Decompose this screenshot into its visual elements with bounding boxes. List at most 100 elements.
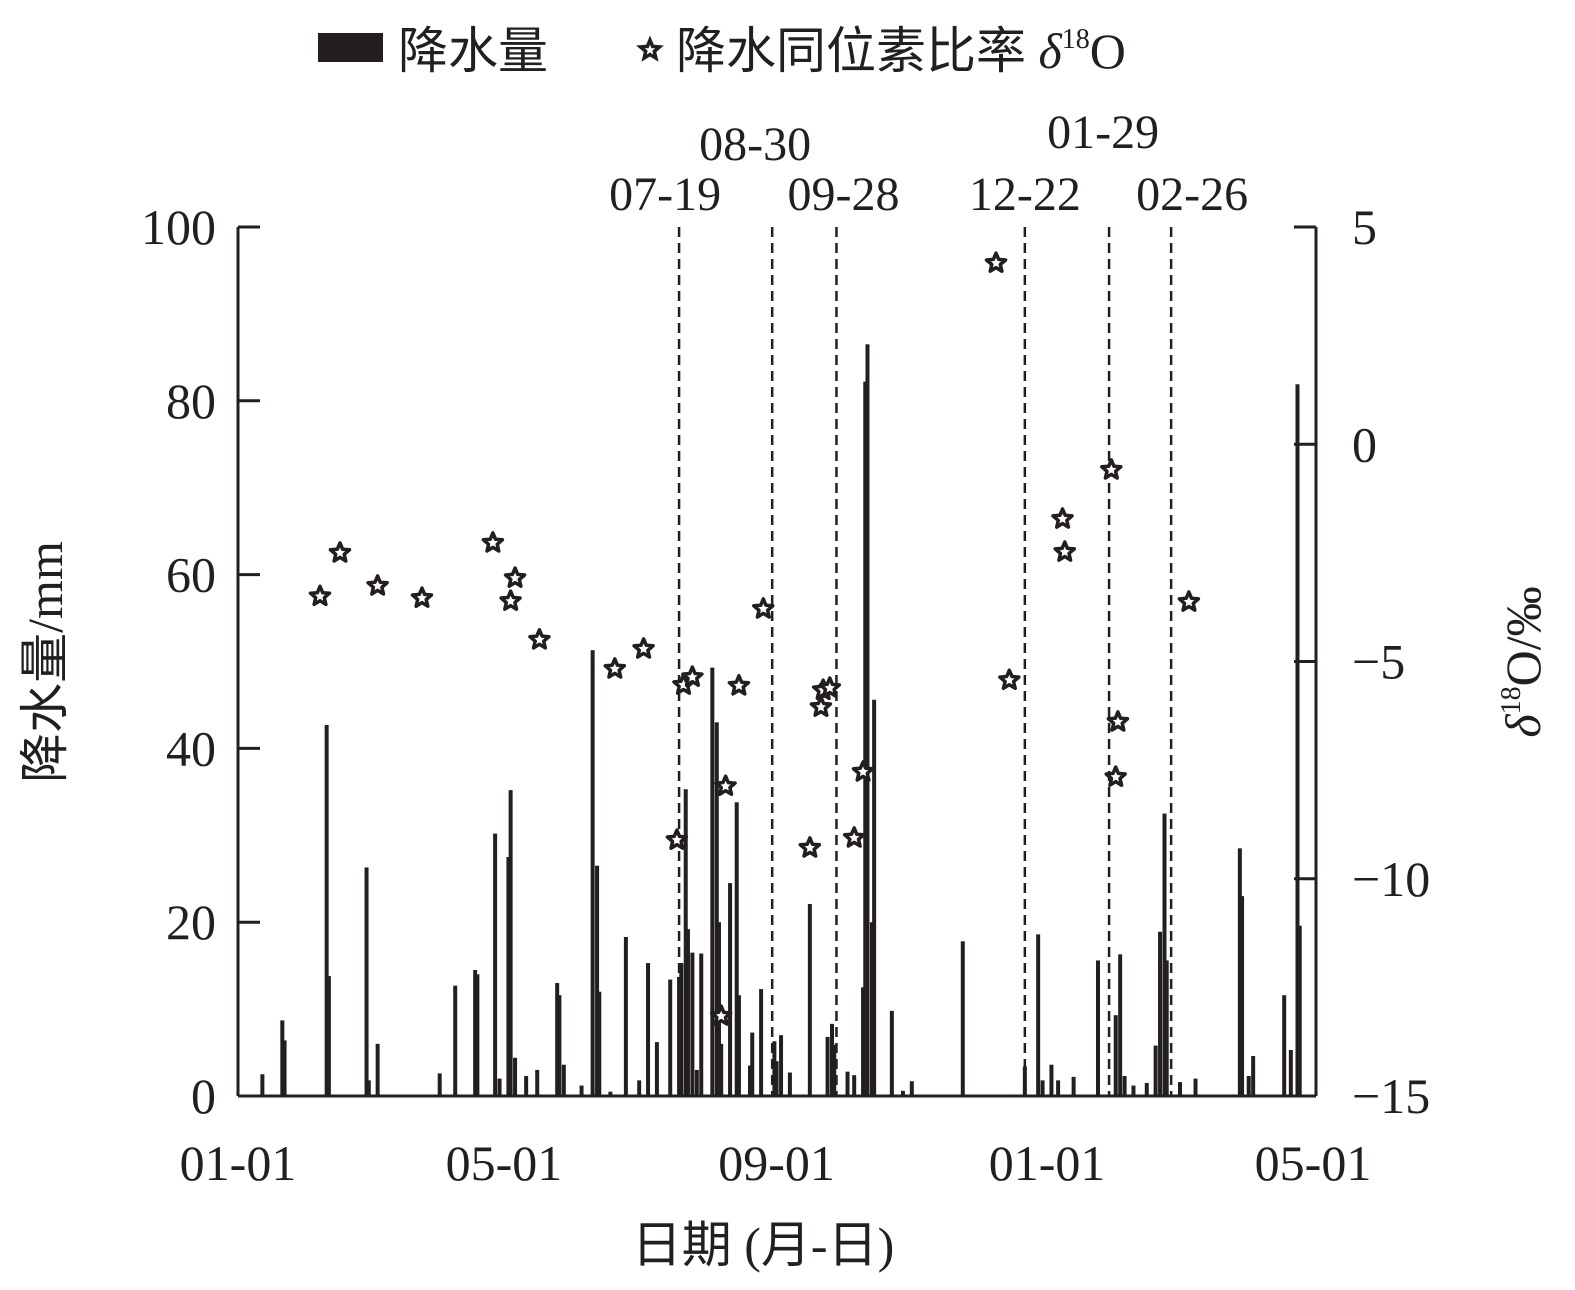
precipitation-bar: [1056, 1080, 1061, 1096]
precipitation-bar: [734, 802, 739, 1096]
d18o-star-point: [481, 531, 505, 553]
precipitation-bar: [508, 790, 513, 1096]
precipitation-bar: [473, 969, 478, 1096]
precipitation-bar: [326, 976, 331, 1096]
precipitation-bar: [1071, 1076, 1076, 1096]
event-label: 02-26: [1136, 168, 1248, 221]
precipitation-bar: [1193, 1078, 1198, 1096]
d18o-star-point: [603, 657, 627, 679]
d18o-star-point: [809, 695, 833, 717]
left-tick-label: 60: [166, 547, 216, 603]
precipitation-bar: [759, 989, 764, 1096]
precipitation-bar: [324, 724, 329, 1096]
d18o-star-point: [727, 674, 751, 696]
precipitation-bar: [1162, 813, 1167, 1096]
precipitation-bar: [694, 1069, 699, 1096]
precipitation-bar: [699, 953, 704, 1096]
precipitation-bar: [685, 929, 690, 1096]
precipitation-bar: [1240, 896, 1245, 1096]
precipitation-bar: [364, 867, 369, 1096]
precipitation-bars: [260, 344, 1302, 1096]
event-label: 12-22: [969, 168, 1081, 221]
d18o-star-point: [1106, 710, 1130, 732]
event-label: 07-19: [609, 168, 721, 221]
d18o-star-point: [528, 628, 551, 650]
precipitation-bar: [830, 1023, 835, 1096]
d18o-star-point: [308, 584, 332, 607]
precipitation-bar: [1158, 931, 1163, 1096]
precipitation-bar: [774, 1061, 779, 1096]
x-tick-label: 01-01: [180, 1135, 297, 1191]
precipitation-bar: [282, 1040, 287, 1096]
d18o-star-point: [714, 774, 737, 797]
d18o-star-point: [851, 760, 875, 782]
precipitation-bar: [750, 1032, 755, 1096]
d18o-star-point: [984, 251, 1008, 273]
d18o-star-point: [798, 836, 822, 858]
d18o-star-point: [998, 668, 1021, 691]
precipitation-bar: [1022, 1066, 1027, 1096]
precipitation-bar: [1178, 1082, 1183, 1096]
precipitation-bar: [690, 952, 695, 1096]
precipitation-bar: [1246, 1076, 1251, 1096]
precipitation-bar: [1036, 934, 1041, 1096]
y-axis-left-label: 降水量/mm: [17, 541, 73, 783]
legend-bar-swatch: [318, 33, 383, 62]
precipitation-bar: [772, 1041, 777, 1096]
precipitation-bar: [557, 995, 562, 1096]
x-axis-label: 日期 (月-日): [632, 1217, 894, 1273]
event-label: 09-28: [787, 168, 899, 221]
legend-bar-label: 降水量: [398, 23, 548, 79]
precipitation-bar: [260, 1074, 265, 1096]
precipitation-bar: [1131, 1085, 1136, 1096]
d18o-stars: [308, 251, 1201, 1026]
legend-star-label: 降水同位素比率 δ18O: [676, 23, 1126, 79]
precipitation-bar: [646, 963, 651, 1096]
precipitation-bar: [1153, 1045, 1158, 1096]
d18o-star-point: [681, 665, 704, 687]
d18o-star-point: [752, 597, 775, 619]
precipitation-bar: [535, 1069, 540, 1096]
precipitation-bar: [1122, 1076, 1127, 1096]
x-tick-label: 01-01: [989, 1135, 1106, 1191]
x-tick-label: 05-01: [1255, 1135, 1372, 1191]
precipitation-bar: [623, 936, 628, 1096]
precipitation-bar: [597, 991, 602, 1096]
precipitation-bar: [710, 667, 715, 1096]
precipitation-bar: [719, 1043, 724, 1096]
left-tick-label: 100: [141, 199, 216, 255]
event-label: 01-29: [1047, 106, 1159, 159]
d18o-star-point: [499, 589, 522, 611]
left-tick-label: 0: [191, 1068, 216, 1124]
axes: [236, 227, 1318, 1098]
x-tick-label: 09-01: [718, 1135, 835, 1191]
precipitation-bar: [1288, 1049, 1293, 1096]
precipitation-bar: [1282, 995, 1287, 1096]
d18o-star-point: [1104, 765, 1127, 787]
d18o-star-point: [328, 541, 352, 563]
y-axis-right-label: δ18O/‰: [1495, 586, 1551, 737]
precipitation-bar: [861, 987, 866, 1096]
precipitation-bar: [637, 1080, 642, 1096]
precipitation-bar: [900, 1090, 905, 1096]
precipitation-bar: [1295, 384, 1300, 1096]
d18o-star-point: [632, 637, 655, 659]
precipitation-bar: [869, 922, 874, 1096]
right-tick-label: 0: [1352, 416, 1377, 472]
precipitation-bar: [863, 381, 868, 1096]
left-tick-label: 40: [166, 720, 216, 776]
precipitation-bar: [872, 699, 877, 1096]
precipitation-bar: [654, 1042, 659, 1096]
d18o-star-point: [1053, 540, 1077, 562]
precipitation-bar: [832, 1044, 837, 1096]
right-tick-label: 5: [1352, 199, 1377, 255]
precipitation-bar: [497, 1078, 502, 1096]
precipitation-bar: [1096, 960, 1100, 1096]
precipitation-bar: [865, 344, 870, 1096]
precipitation-bar: [909, 1081, 914, 1096]
d18o-star-point: [709, 1004, 733, 1026]
precipitation-bar: [579, 1085, 584, 1096]
left-tick-label: 20: [166, 894, 216, 950]
precipitation-bar: [1164, 960, 1169, 1096]
